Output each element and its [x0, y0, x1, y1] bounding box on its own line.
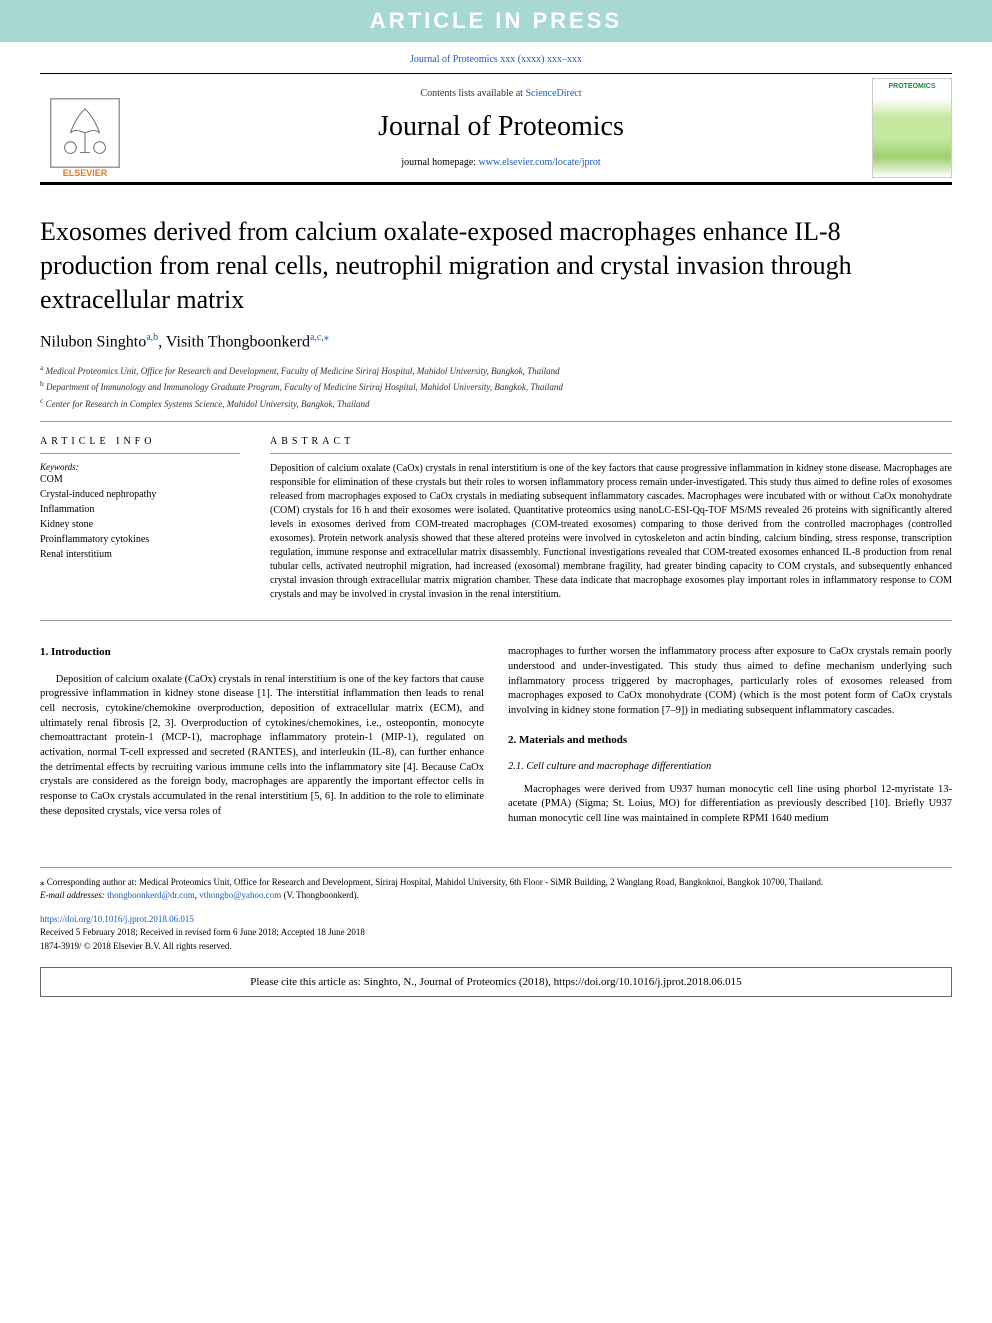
- article-in-press-banner: ARTICLE IN PRESS: [0, 0, 992, 42]
- contents-list-text: Contents lists available at ScienceDirec…: [130, 88, 872, 99]
- journal-header: ELSEVIER Contents lists available at Sci…: [40, 73, 952, 185]
- author-1-affil: a,b: [146, 332, 158, 343]
- elsevier-logo[interactable]: ELSEVIER: [40, 78, 130, 178]
- copyright-line: 1874-3919/ © 2018 Elsevier B.V. All righ…: [40, 940, 952, 954]
- author-1: Nilubon Singhto: [40, 334, 146, 351]
- email-link-2[interactable]: vthongbo@yahoo.com: [199, 890, 281, 900]
- elsevier-tree-icon: [50, 98, 120, 168]
- main-content-columns: 1. Introduction Deposition of calcium ox…: [40, 645, 952, 827]
- keyword-item: Kidney stone: [40, 517, 240, 532]
- abstract-text: Deposition of calcium oxalate (CaOx) cry…: [270, 462, 952, 602]
- keyword-item: Renal interstitium: [40, 547, 240, 562]
- journal-reference: Journal of Proteomics xxx (xxxx) xxx–xxx: [0, 42, 992, 73]
- journal-cover-thumbnail[interactable]: PROTEOMICS: [872, 78, 952, 178]
- article-body: Exosomes derived from calcium oxalate-ex…: [0, 185, 992, 847]
- authors-line: Nilubon Singhtoa,b, Visith Thongboonkerd…: [40, 332, 952, 351]
- intro-paragraph-1: Deposition of calcium oxalate (CaOx) cry…: [40, 673, 484, 820]
- intro-paragraph-2: macrophages to further worsen the inflam…: [508, 645, 952, 718]
- abstract-label: ABSTRACT: [270, 436, 952, 454]
- header-center: Contents lists available at ScienceDirec…: [130, 88, 872, 168]
- keyword-item: COM: [40, 472, 240, 487]
- keywords-list: COM Crystal-induced nephropathy Inflamma…: [40, 472, 240, 562]
- methods-heading: 2. Materials and methods: [508, 733, 952, 748]
- homepage-link[interactable]: www.elsevier.com/locate/jprot: [479, 157, 601, 168]
- affiliation-a: Medical Proteomics Unit, Office for Rese…: [46, 366, 560, 376]
- left-column: 1. Introduction Deposition of calcium ox…: [40, 645, 484, 827]
- journal-homepage: journal homepage: www.elsevier.com/locat…: [130, 157, 872, 168]
- introduction-heading: 1. Introduction: [40, 645, 484, 660]
- affiliation-c: Center for Research in Complex Systems S…: [46, 399, 370, 409]
- author-2: Visith Thongboonkerd: [166, 334, 310, 351]
- keyword-item: Inflammation: [40, 502, 240, 517]
- keywords-label: Keywords:: [40, 462, 240, 472]
- corresponding-marker: ⁎: [324, 332, 329, 343]
- doi-link[interactable]: https://doi.org/10.1016/j.jprot.2018.06.…: [40, 914, 194, 924]
- methods-paragraph-1: Macrophages were derived from U937 human…: [508, 783, 952, 827]
- affiliation-b: Department of Immunology and Immunology …: [46, 382, 563, 392]
- email-line: E-mail addresses: thongboonkerd@dr.com, …: [40, 889, 952, 903]
- article-info-column: ARTICLE INFO Keywords: COM Crystal-induc…: [40, 436, 240, 602]
- journal-ref-link[interactable]: Journal of Proteomics xxx (xxxx) xxx–xxx: [410, 54, 582, 65]
- elsevier-label: ELSEVIER: [63, 168, 108, 178]
- article-info-label: ARTICLE INFO: [40, 436, 240, 454]
- corresponding-author-note: ⁎ Corresponding author at: Medical Prote…: [40, 876, 952, 890]
- footer-block: ⁎ Corresponding author at: Medical Prote…: [40, 867, 952, 954]
- info-abstract-row: ARTICLE INFO Keywords: COM Crystal-induc…: [40, 436, 952, 621]
- keyword-item: Crystal-induced nephropathy: [40, 487, 240, 502]
- abstract-column: ABSTRACT Deposition of calcium oxalate (…: [270, 436, 952, 602]
- article-title: Exosomes derived from calcium oxalate-ex…: [40, 215, 952, 316]
- right-column: macrophages to further worsen the inflam…: [508, 645, 952, 827]
- sciencedirect-link[interactable]: ScienceDirect: [525, 88, 581, 99]
- methods-subheading-1: 2.1. Cell culture and macrophage differe…: [508, 760, 952, 775]
- affiliations-block: a Medical Proteomics Unit, Office for Re…: [40, 362, 952, 423]
- email-link-1[interactable]: thongboonkerd@dr.com: [107, 890, 195, 900]
- author-2-affil: a,c,: [310, 332, 324, 343]
- received-dates: Received 5 February 2018; Received in re…: [40, 926, 952, 940]
- cover-label: PROTEOMICS: [888, 83, 935, 90]
- citation-box: Please cite this article as: Singhto, N.…: [40, 967, 952, 997]
- journal-name: Journal of Proteomics: [130, 111, 872, 143]
- keyword-item: Proinflammatory cytokines: [40, 532, 240, 547]
